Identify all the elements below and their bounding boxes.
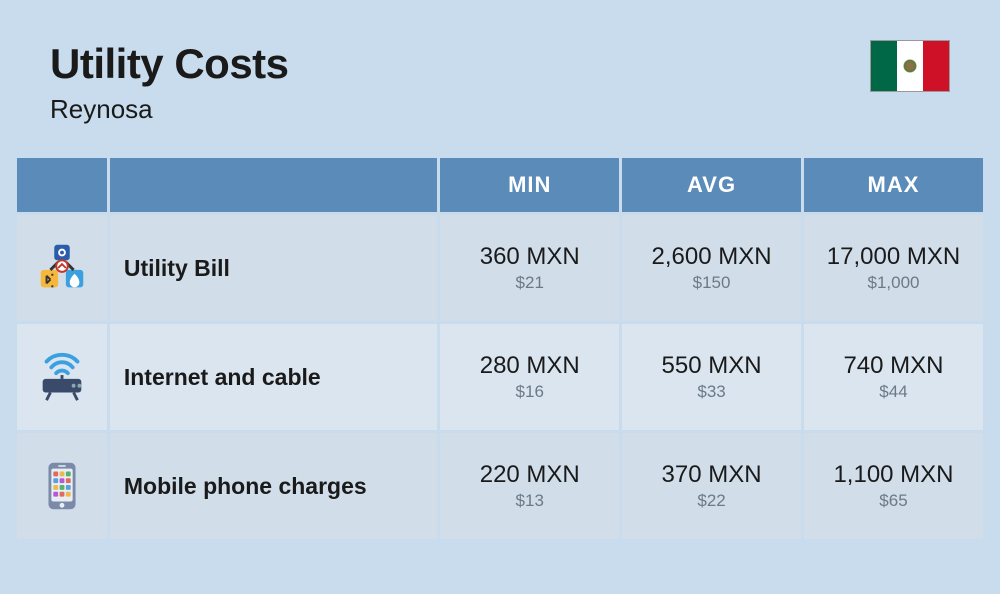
title-block: Utility Costs Reynosa [50, 40, 289, 125]
table-row: Mobile phone charges 220 MXN $13 370 MXN… [17, 433, 983, 539]
page-subtitle: Reynosa [50, 94, 289, 125]
secondary-value: $44 [814, 382, 973, 402]
flag-stripe-red [923, 41, 949, 91]
mobile-phone-icon [33, 457, 91, 515]
secondary-value: $22 [632, 491, 791, 511]
mexico-flag-icon [870, 40, 950, 92]
secondary-value: $1,000 [814, 273, 973, 293]
cell-avg: 550 MXN $33 [622, 324, 801, 430]
secondary-value: $65 [814, 491, 973, 511]
row-label: Mobile phone charges [110, 433, 438, 539]
cell-avg: 370 MXN $22 [622, 433, 801, 539]
secondary-value: $16 [450, 382, 609, 402]
cell-avg: 2,600 MXN $150 [622, 215, 801, 321]
table-header-row: MIN AVG MAX [17, 158, 983, 212]
secondary-value: $33 [632, 382, 791, 402]
flag-stripe-green [871, 41, 897, 91]
header-blank-1 [17, 158, 107, 212]
row-label: Internet and cable [110, 324, 438, 430]
cell-min: 360 MXN $21 [440, 215, 619, 321]
icon-cell [17, 433, 107, 539]
primary-value: 550 MXN [632, 352, 791, 380]
page-title: Utility Costs [50, 40, 289, 88]
secondary-value: $150 [632, 273, 791, 293]
flag-emblem-icon [903, 59, 917, 73]
header-min: MIN [440, 158, 619, 212]
table-row: Utility Bill 360 MXN $21 2,600 MXN $150 … [17, 215, 983, 321]
primary-value: 280 MXN [450, 352, 609, 380]
primary-value: 220 MXN [450, 461, 609, 489]
internet-cable-icon [33, 348, 91, 406]
header-avg: AVG [622, 158, 801, 212]
costs-table: MIN AVG MAX [14, 155, 986, 542]
primary-value: 1,100 MXN [814, 461, 973, 489]
icon-cell [17, 215, 107, 321]
cell-max: 740 MXN $44 [804, 324, 983, 430]
row-label: Utility Bill [110, 215, 438, 321]
primary-value: 2,600 MXN [632, 243, 791, 271]
secondary-value: $13 [450, 491, 609, 511]
secondary-value: $21 [450, 273, 609, 293]
primary-value: 360 MXN [450, 243, 609, 271]
flag-stripe-white [897, 41, 923, 91]
header-max: MAX [804, 158, 983, 212]
cell-max: 1,100 MXN $65 [804, 433, 983, 539]
primary-value: 740 MXN [814, 352, 973, 380]
primary-value: 17,000 MXN [814, 243, 973, 271]
table-row: Internet and cable 280 MXN $16 550 MXN $… [17, 324, 983, 430]
header-blank-2 [110, 158, 438, 212]
cell-max: 17,000 MXN $1,000 [804, 215, 983, 321]
costs-table-wrap: MIN AVG MAX [0, 155, 1000, 542]
icon-cell [17, 324, 107, 430]
header: Utility Costs Reynosa [0, 0, 1000, 155]
cell-min: 280 MXN $16 [440, 324, 619, 430]
primary-value: 370 MXN [632, 461, 791, 489]
cell-min: 220 MXN $13 [440, 433, 619, 539]
utility-bill-icon [33, 239, 91, 297]
